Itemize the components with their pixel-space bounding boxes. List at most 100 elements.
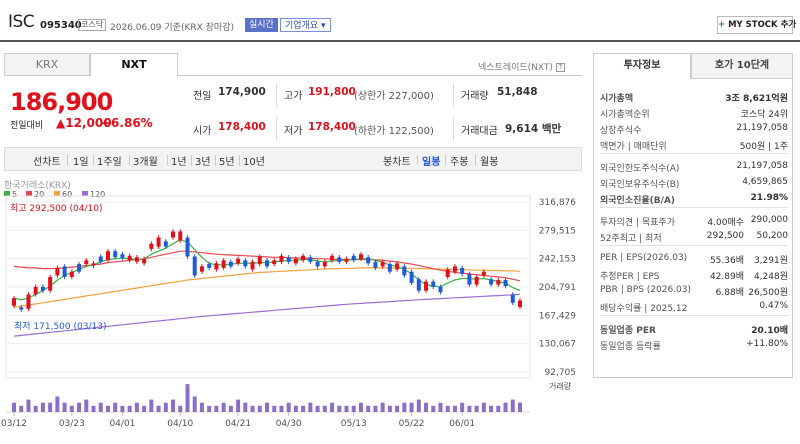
- volume-bar: [192, 396, 197, 412]
- open-value: 178,400: [218, 121, 266, 133]
- section-divider: [600, 153, 788, 154]
- tab-orderbook-10[interactable]: 호가 10단계: [691, 53, 793, 79]
- line-chart-button[interactable]: 선차트: [33, 157, 61, 168]
- help-icon[interactable]: ?: [555, 63, 565, 72]
- volume-bar: [113, 402, 118, 412]
- x-tick-label: 04/01: [109, 419, 135, 429]
- volume-bar: [489, 405, 494, 412]
- up-candle: [221, 260, 226, 268]
- volume-bar: [351, 405, 356, 412]
- tab-nxt[interactable]: NXT: [90, 53, 178, 76]
- up-candle: [344, 258, 349, 262]
- divider: [67, 155, 68, 165]
- volume-bar: [322, 405, 327, 412]
- volume-bar: [228, 405, 233, 412]
- down-candle: [77, 264, 82, 272]
- volume-bar: [48, 402, 53, 412]
- period-5y-button[interactable]: 5년: [219, 157, 235, 168]
- divider: [276, 117, 277, 141]
- company-info-button[interactable]: 기업개요 ▾: [280, 18, 331, 32]
- period-3y-button[interactable]: 3년: [195, 157, 211, 168]
- down-candle: [351, 255, 356, 261]
- down-candle: [163, 241, 168, 247]
- volume-bar: [503, 402, 508, 412]
- ma-legend-swatch: [82, 191, 88, 196]
- period-1y-button[interactable]: 1년: [171, 157, 187, 168]
- info-label: 투자의견 | 목표주가: [600, 218, 675, 228]
- tab-krx[interactable]: KRX: [4, 53, 90, 76]
- investment-info-box: 시가총액 3조 8,621억원 시가총액순위 코스닥 24위 상장주식수 21,197,0…: [593, 79, 793, 378]
- info-label: 동일업종 등락률: [600, 342, 661, 352]
- up-candle: [330, 255, 335, 261]
- period-1w-button[interactable]: 1주일: [97, 157, 122, 168]
- up-candle: [214, 263, 219, 270]
- period-10y-button[interactable]: 10년: [243, 157, 265, 168]
- volume-bar: [373, 405, 378, 412]
- up-candle: [105, 251, 110, 261]
- candle-chart-button[interactable]: 봉차트: [383, 157, 411, 168]
- divider: [129, 155, 130, 165]
- section-divider: [600, 315, 788, 316]
- info-row: 시가총액순위 코스닥 24위: [600, 107, 788, 121]
- up-candle: [279, 255, 284, 262]
- up-candle: [496, 280, 501, 285]
- volume-bar: [12, 402, 16, 412]
- realtime-button[interactable]: 실시간: [245, 18, 278, 32]
- divider: [445, 155, 446, 165]
- period-3m-button[interactable]: 3개월: [133, 157, 158, 168]
- down-candle: [387, 264, 392, 272]
- x-tick-label: 04/10: [167, 419, 193, 429]
- volume-bar: [337, 405, 342, 412]
- volume-bar: [214, 405, 219, 412]
- up-candle: [424, 281, 429, 291]
- x-axis: 03/12 03/23 04/01 04/10 04/21 04/30 05/13 05/22…: [1, 412, 475, 429]
- volume-bar: [445, 405, 450, 412]
- volume-bar: [40, 402, 45, 412]
- amount-label: 거래대금: [461, 126, 498, 137]
- down-candle: [265, 260, 269, 267]
- info-label: 시가총액순위: [600, 110, 650, 120]
- monthly-candle-button[interactable]: 월봉: [480, 157, 499, 168]
- section-divider: [600, 245, 788, 246]
- volume-bar: [330, 402, 335, 412]
- ma-legend-label: 120: [90, 190, 105, 199]
- info-label: 배당수익률 | 2025.12: [600, 304, 688, 314]
- up-candle: [236, 258, 241, 264]
- up-candle: [12, 298, 16, 306]
- down-candle: [308, 257, 313, 262]
- lower-limit: (하한가 122,500): [354, 126, 434, 137]
- ma20-line: [13, 250, 521, 282]
- divider: [453, 117, 454, 141]
- volume-bar: [199, 402, 204, 412]
- up-candle: [445, 269, 450, 277]
- ma-legend-label: 20: [34, 190, 44, 199]
- info-row: 시가총액 3조 8,621억원: [600, 91, 788, 105]
- volume-bar: [416, 399, 421, 412]
- market-badge: 코스닥: [78, 19, 107, 31]
- volume-bar: [315, 405, 320, 412]
- plus-icon: +: [718, 20, 726, 30]
- ma-legend: 5 20 60 120: [4, 190, 105, 199]
- volume-value: 51,848: [497, 86, 538, 98]
- volume-label: 거래량: [549, 381, 572, 391]
- down-candle: [366, 257, 371, 264]
- info-value: 21.98%: [750, 193, 789, 203]
- amount-unit: 백만: [541, 123, 562, 135]
- up-candle: [127, 255, 132, 261]
- price-chart[interactable]: 한국거래소(KRX) 5 20 60 120 316,876 279,515 242,15…: [0, 174, 585, 444]
- change-value: ▲12,000: [56, 116, 112, 130]
- amount-value: 9,614 백만: [505, 121, 561, 136]
- volume-bar: [236, 399, 241, 412]
- volume-bar: [62, 402, 67, 412]
- my-stock-add-button[interactable]: + MY STOCK 추가: [717, 16, 796, 34]
- down-candle: [438, 286, 443, 293]
- up-candle: [518, 300, 522, 308]
- info-value: +11.80%: [746, 339, 788, 349]
- up-candle: [474, 276, 479, 285]
- period-1d-button[interactable]: 1일: [73, 157, 89, 168]
- volume-bar: [387, 405, 392, 412]
- daily-candle-button[interactable]: 일봉: [422, 157, 441, 168]
- tab-investment-info[interactable]: 투자정보: [593, 53, 691, 79]
- info-value: 4,659,865: [742, 177, 788, 187]
- weekly-candle-button[interactable]: 주봉: [450, 157, 469, 168]
